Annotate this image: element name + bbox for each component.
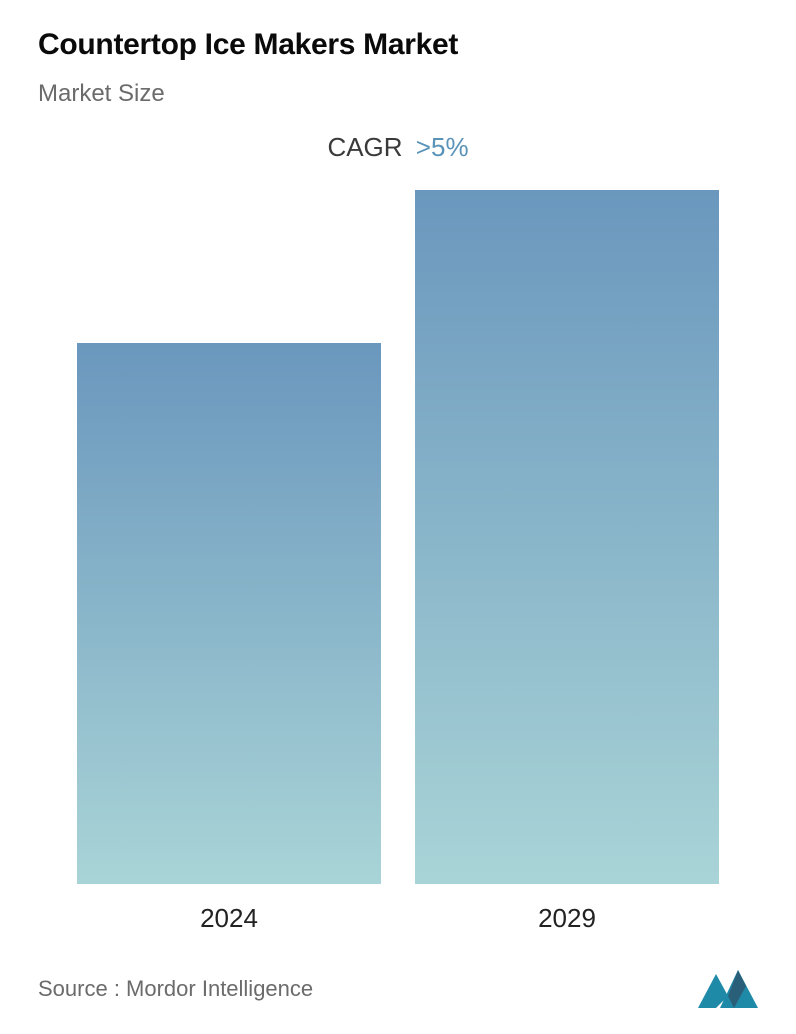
cagr-value: >5% (416, 132, 469, 162)
bars-container (60, 190, 736, 884)
plot-area (60, 190, 736, 884)
brand-logo-icon (698, 966, 758, 1008)
x-axis-labels: 2024 2029 (60, 903, 736, 934)
xlabel-1: 2029 (415, 903, 719, 934)
bar-wrap-0 (77, 343, 381, 884)
chart-title: Countertop Ice Makers Market (38, 28, 458, 62)
cagr-label: CAGR (327, 132, 402, 162)
bar-2029 (415, 190, 719, 884)
bar-2024 (77, 343, 381, 884)
bar-wrap-1 (415, 190, 719, 884)
chart-canvas: Countertop Ice Makers Market Market Size… (0, 0, 796, 1034)
chart-subtitle: Market Size (38, 80, 165, 108)
xlabel-0: 2024 (77, 903, 381, 934)
source-attribution: Source : Mordor Intelligence (38, 976, 313, 1002)
cagr-annotation: CAGR >5% (0, 132, 796, 163)
